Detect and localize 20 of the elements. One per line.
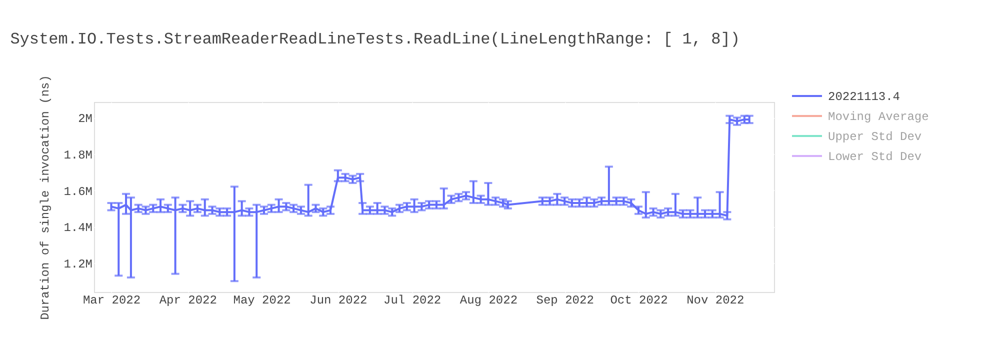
x-tick-label: Apr 2022	[159, 294, 217, 308]
y-tick-label: 1.6M	[64, 184, 92, 199]
x-tick-label: Sep 2022	[536, 294, 594, 308]
y-tick-label: 1.2M	[64, 257, 92, 272]
legend-label: Upper Std Dev	[828, 130, 922, 144]
legend-label: 20221113.4	[828, 90, 900, 104]
legend-label: Moving Average	[828, 110, 929, 124]
x-tick-label: Jul 2022	[384, 294, 442, 308]
chart-title: System.IO.Tests.StreamReaderReadLineTests.ReadLine(LineLengthRange: [ 1, 8])	[10, 30, 740, 49]
y-axis-title: Duration of single invocation (ns)	[38, 75, 53, 320]
x-tick-label: Aug 2022	[460, 294, 518, 308]
y-tick-label: 1.8M	[64, 148, 92, 162]
legend-label: Lower Std Dev	[828, 150, 922, 164]
x-tick-label: Jun 2022	[310, 294, 368, 308]
x-tick-label: Mar 2022	[82, 294, 141, 308]
y-tick-label: 1.4M	[64, 221, 92, 236]
y-tick-label: 2M	[78, 112, 92, 126]
x-tick-label: Nov 2022	[686, 294, 744, 308]
x-tick-label: May 2022	[233, 294, 291, 308]
x-tick-label: Oct 2022	[610, 294, 668, 308]
